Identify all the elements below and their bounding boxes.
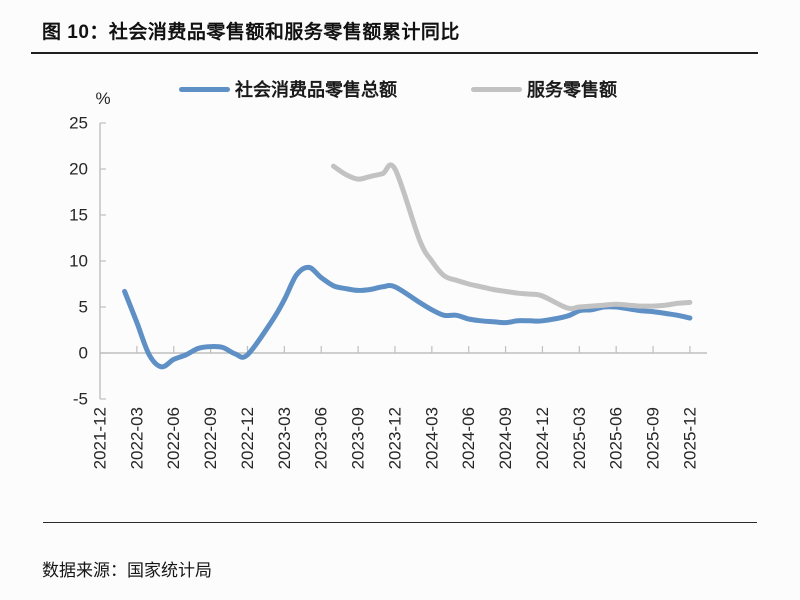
y-tick-label: 5	[79, 298, 88, 317]
x-tick-label: 2021-12	[91, 407, 110, 469]
title-divider	[31, 52, 758, 54]
legend-label-services-retail: 服务零售额	[527, 80, 617, 100]
legend-label-retail-total: 社会消费品零售总额	[235, 80, 397, 100]
figure-title: 图 10：社会消费品零售额和服务零售额累计同比	[42, 22, 460, 43]
x-tick-label: 2025-06	[607, 407, 626, 469]
y-tick-label: -5	[73, 390, 88, 409]
data-source: 数据来源：国家统计局	[42, 561, 212, 580]
series-line-services-retail	[331, 162, 693, 312]
x-tick-label: 2022-09	[201, 407, 220, 469]
series-line-retail-total	[122, 264, 693, 370]
x-tick-label: 2023-12	[385, 407, 404, 469]
x-tick-label: 2024-12	[533, 407, 552, 469]
legend-swatch-retail-total	[179, 86, 230, 92]
y-tick-label: 25	[69, 114, 88, 133]
x-tick-label: 2024-09	[496, 407, 515, 469]
x-tick-label: 2022-06	[164, 407, 183, 469]
x-tick-label: 2022-03	[127, 407, 146, 469]
x-tick-label: 2023-03	[275, 407, 294, 469]
x-tick-label: 2022-12	[238, 407, 257, 469]
x-tick-label: 2023-09	[349, 407, 368, 469]
y-axis-unit-label: %	[95, 89, 110, 108]
bottom-divider	[43, 522, 757, 523]
y-tick-label: 15	[69, 206, 88, 225]
y-tick-label: 0	[79, 344, 88, 363]
legend-swatch-services-retail	[471, 86, 522, 92]
legend-item-retail-total: 社会消费品零售总额	[179, 78, 397, 100]
x-tick-label: 2023-06	[312, 407, 331, 469]
y-tick-label: 20	[69, 160, 88, 179]
x-tick-label: 2025-03	[570, 407, 589, 469]
x-tick-label: 2025-09	[644, 407, 663, 469]
x-tick-label: 2024-06	[459, 407, 478, 469]
y-tick-label: 10	[69, 252, 88, 271]
x-tick-label: 2024-03	[422, 407, 441, 469]
legend-item-services-retail: 服务零售额	[471, 78, 617, 100]
x-tick-label: 2025-12	[680, 407, 699, 469]
